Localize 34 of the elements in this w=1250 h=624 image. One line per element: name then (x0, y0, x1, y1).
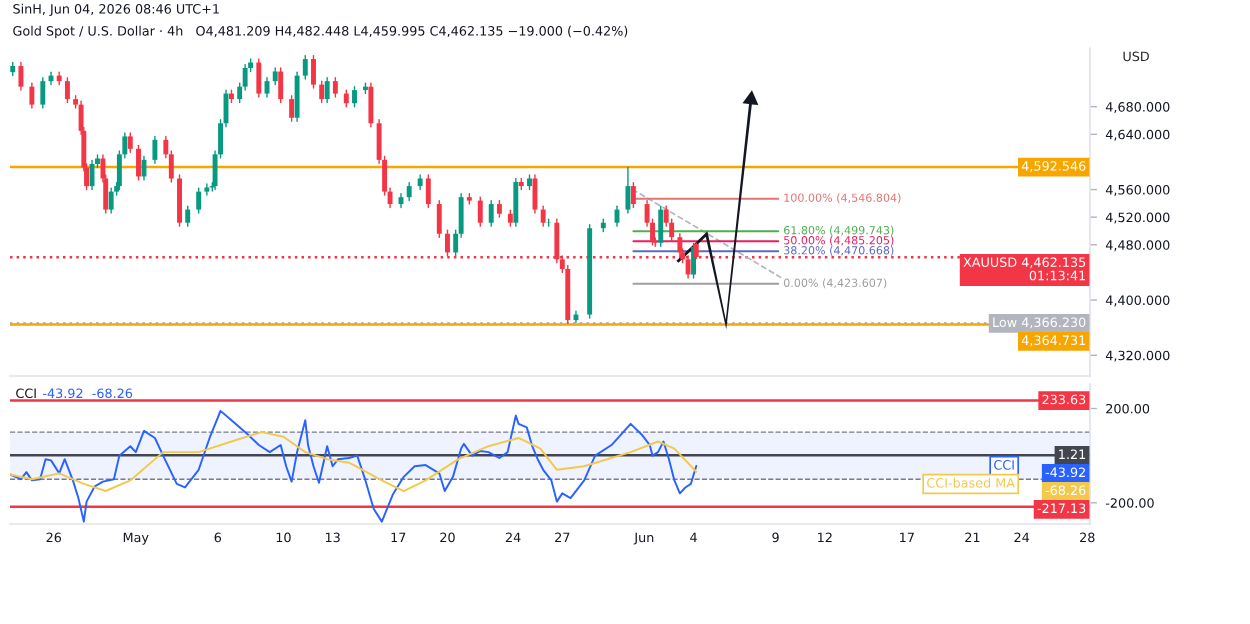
line-series (10, 431, 698, 492)
candlestick (185, 205, 191, 227)
candlestick (436, 199, 442, 238)
candlestick (324, 76, 330, 104)
candlestick (289, 94, 295, 122)
candlestick (332, 76, 338, 98)
candlestick (204, 183, 210, 196)
candlestick (18, 61, 24, 91)
candlestick (136, 144, 141, 181)
candlestick (256, 58, 262, 98)
line-series (10, 409, 698, 523)
candlestick (513, 177, 519, 227)
candlestick (294, 71, 300, 122)
candlestick (352, 85, 357, 108)
candlestick (488, 199, 494, 227)
candlestick (319, 80, 325, 104)
candlestick (127, 132, 133, 153)
candlestick (196, 187, 202, 214)
candlestick (64, 76, 70, 104)
candlestick (540, 205, 546, 227)
candlestick (278, 67, 284, 104)
candlestick (29, 82, 35, 109)
candlestick (302, 54, 308, 80)
candlestick (368, 82, 374, 128)
candlestick (108, 187, 114, 214)
candlestick (658, 205, 664, 247)
candlestick (311, 54, 316, 89)
candlestick (630, 181, 636, 209)
candlestick (152, 135, 158, 165)
candlestick (625, 166, 631, 214)
candlestick (425, 174, 431, 209)
candlestick (477, 196, 483, 227)
candlestick (40, 76, 46, 109)
candlestick (177, 174, 182, 227)
